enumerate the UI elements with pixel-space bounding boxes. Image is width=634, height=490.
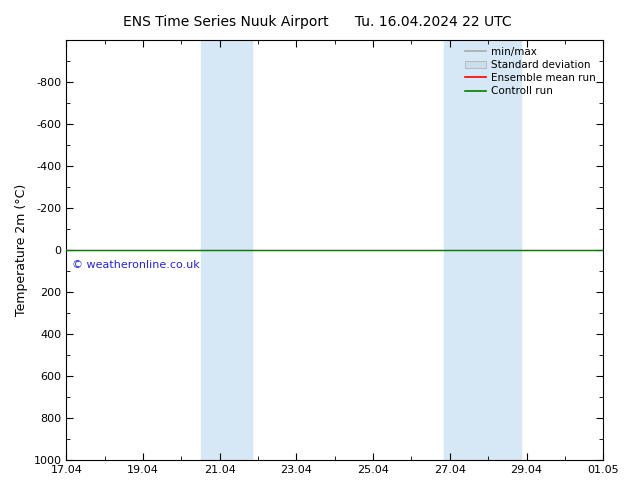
Bar bbox=[469, 40, 521, 460]
Legend: min/max, Standard deviation, Ensemble mean run, Controll run: min/max, Standard deviation, Ensemble me… bbox=[463, 45, 598, 98]
Text: ENS Time Series Nuuk Airport      Tu. 16.04.2024 22 UTC: ENS Time Series Nuuk Airport Tu. 16.04.2… bbox=[123, 15, 511, 29]
Text: © weatheronline.co.uk: © weatheronline.co.uk bbox=[72, 260, 200, 270]
Bar bbox=[444, 40, 469, 460]
Bar bbox=[200, 40, 226, 460]
Y-axis label: Temperature 2m (°C): Temperature 2m (°C) bbox=[15, 184, 28, 316]
Bar bbox=[226, 40, 252, 460]
